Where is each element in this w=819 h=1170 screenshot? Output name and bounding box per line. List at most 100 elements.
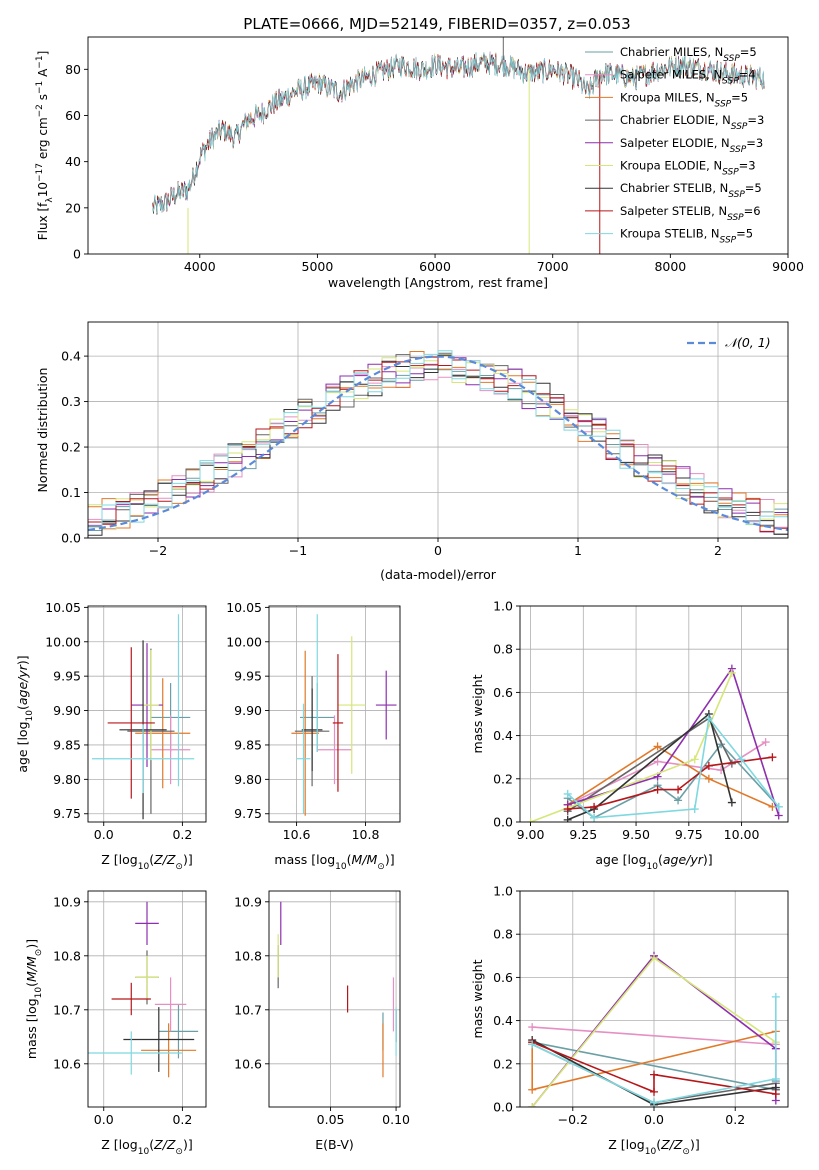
y-tick-label: 9.90 bbox=[53, 703, 81, 718]
y-tick-label: 10.6 bbox=[53, 1056, 81, 1071]
plot-area-mass-weight-vs-z bbox=[528, 951, 780, 1107]
y-tick-label: 0.2 bbox=[493, 1056, 513, 1071]
y-tick-label: 0.4 bbox=[493, 1013, 513, 1028]
errorbar-point-5 bbox=[143, 650, 159, 761]
panel-spectrum: 4000 5000 6000 7000 8000 9000 0 20 40 60 80 wavelen… bbox=[35, 36, 804, 290]
legend: 𝒩(0, 1) bbox=[687, 335, 771, 350]
legend-entry: Salpeter ELODIE, NSSP=3 bbox=[620, 136, 763, 155]
x-axis-label: wavelength [Angstrom, rest frame] bbox=[328, 275, 548, 290]
y-tick-label: 10.00 bbox=[226, 634, 262, 649]
axes-frame bbox=[519, 605, 789, 823]
x-tick-label: 0.2 bbox=[172, 827, 192, 842]
y-tick-label: 0.2 bbox=[493, 771, 513, 786]
x-tick-label: 5000 bbox=[302, 259, 334, 274]
figure-title: PLATE=0666, MJD=52149, FIBERID=0357, z=0… bbox=[243, 15, 630, 33]
mass-weight-marker bbox=[774, 811, 783, 820]
y-tick-label: 0.0 bbox=[493, 1100, 513, 1115]
x-tick-label: 9.25 bbox=[569, 827, 597, 842]
mass-weight-series-5 bbox=[526, 668, 736, 822]
y-tick-label: 0.3 bbox=[61, 394, 81, 409]
legend-entry: Kroupa MILES, NSSP=5 bbox=[620, 90, 748, 109]
y-tick-label: 0.2 bbox=[61, 440, 81, 455]
y-tick-label: 0.8 bbox=[493, 642, 513, 657]
errorbar-point-1 bbox=[317, 715, 352, 785]
panel-mass-weight-vs-z: −0.2 0.0 0.2 0.0 0.2 0.4 0.6 0.8 1.0 Z [log10(Z/Z… bbox=[470, 884, 789, 1157]
mass-weight-marker bbox=[690, 805, 699, 814]
y-tick-label: 9.80 bbox=[234, 772, 262, 787]
y-tick-label: 0.4 bbox=[61, 349, 81, 364]
mass-weight-marker bbox=[774, 802, 783, 811]
errorbar-point-8 bbox=[296, 703, 311, 814]
x-tick-label: 0.05 bbox=[317, 1112, 345, 1127]
y-tick-label: 0.4 bbox=[493, 728, 513, 743]
mass-weight-marker bbox=[650, 1098, 658, 1107]
errorbar-point-2 bbox=[141, 1023, 197, 1078]
mass-weight-line bbox=[567, 745, 773, 808]
y-tick-label: 9.85 bbox=[53, 737, 81, 752]
errorbar-point-8 bbox=[88, 1031, 183, 1075]
mass-weight-marker bbox=[653, 757, 662, 766]
errorbar-point-2 bbox=[291, 650, 319, 816]
errorbar-point-8 bbox=[91, 724, 195, 794]
panel-age-vs-mass: 10.6 10.8 9.75 9.80 9.85 9.90 9.95 10.00 10.05 ma… bbox=[226, 600, 401, 872]
x-tick-label: −1 bbox=[289, 543, 307, 558]
spectrum-line-8 bbox=[152, 52, 765, 214]
y-tick-label: 10.9 bbox=[234, 894, 262, 909]
y-tick-label: 9.75 bbox=[234, 806, 262, 821]
mass-weight-marker bbox=[674, 796, 683, 805]
legend-entry: Kroupa STELIB, NSSP=5 bbox=[620, 227, 753, 246]
mass-weight-marker bbox=[528, 1023, 537, 1032]
mass-weight-line bbox=[567, 716, 780, 819]
errorbar-point-1 bbox=[154, 977, 187, 1032]
errorbar-point-7 bbox=[107, 647, 155, 799]
mass-weight-marker bbox=[727, 668, 736, 677]
legend: Chabrier MILES, NSSP=5 Salpeter MILES, NS… bbox=[585, 45, 764, 246]
x-tick-label: 8000 bbox=[654, 259, 686, 274]
plot-area-age-vs-z bbox=[91, 614, 195, 820]
x-tick-label: 1 bbox=[574, 543, 582, 558]
mass-weight-marker bbox=[768, 753, 777, 762]
mass-weight-marker bbox=[737, 755, 746, 764]
y-tick-label: 0 bbox=[73, 247, 81, 262]
mass-weight-marker bbox=[590, 813, 599, 822]
y-axis-label: mass [log10(M/M⊙)] bbox=[24, 939, 44, 1059]
mass-weight-series-8 bbox=[563, 714, 783, 822]
mass-weight-line bbox=[567, 756, 773, 810]
panel-mass-vs-ebv: 0.05 0.10 10.6 10.7 10.8 10.9 E(B-V) bbox=[234, 890, 410, 1152]
mass-weight-line bbox=[530, 672, 733, 822]
plot-area-age-vs-mass bbox=[291, 614, 397, 816]
x-tick-label: 0.0 bbox=[644, 1112, 664, 1127]
mass-weight-marker bbox=[526, 818, 535, 822]
y-tick-label: 40 bbox=[65, 154, 81, 169]
axes-frame bbox=[268, 890, 401, 1108]
mass-weight-marker bbox=[590, 802, 599, 811]
errorbar-point-5 bbox=[135, 955, 159, 999]
mass-weight-marker bbox=[563, 815, 572, 822]
errorbar-point-4 bbox=[135, 901, 159, 945]
errorbar-point-6 bbox=[123, 1007, 195, 1072]
legend-entry: Chabrier ELODIE, NSSP=3 bbox=[620, 113, 764, 132]
axes-frame bbox=[87, 890, 207, 1108]
plot-area-residuals bbox=[88, 350, 788, 536]
y-axis-label: age [log10(age/yr)] bbox=[15, 655, 35, 772]
y-tick-label: 20 bbox=[65, 200, 81, 215]
mass-weight-marker bbox=[528, 1103, 537, 1107]
panel-residuals: −2 −1 0 1 2 0.0 0.1 0.2 0.3 0.4 𝒩(0, 1) (data-model… bbox=[35, 321, 789, 582]
y-tick-label: 9.90 bbox=[234, 703, 262, 718]
y-tick-label: 10.05 bbox=[226, 600, 262, 615]
y-tick-label: 60 bbox=[65, 108, 81, 123]
errorbar-point-7 bbox=[111, 982, 151, 1016]
mass-weight-marker bbox=[650, 953, 658, 962]
mass-weight-marker bbox=[653, 742, 662, 751]
y-tick-label: 10.7 bbox=[234, 1002, 262, 1017]
errorbar-point-5 bbox=[337, 636, 366, 774]
x-tick-label: 10.8 bbox=[352, 827, 380, 842]
x-tick-label: 0.0 bbox=[94, 827, 114, 842]
y-tick-label: 10.6 bbox=[234, 1056, 262, 1071]
x-tick-label: 2 bbox=[714, 543, 722, 558]
x-tick-label: 0.10 bbox=[382, 1112, 410, 1127]
y-tick-label: 0.1 bbox=[61, 485, 81, 500]
mass-weight-line bbox=[531, 1041, 776, 1095]
mass-weight-marker bbox=[528, 1040, 537, 1049]
errorbar-point-7 bbox=[332, 654, 344, 792]
